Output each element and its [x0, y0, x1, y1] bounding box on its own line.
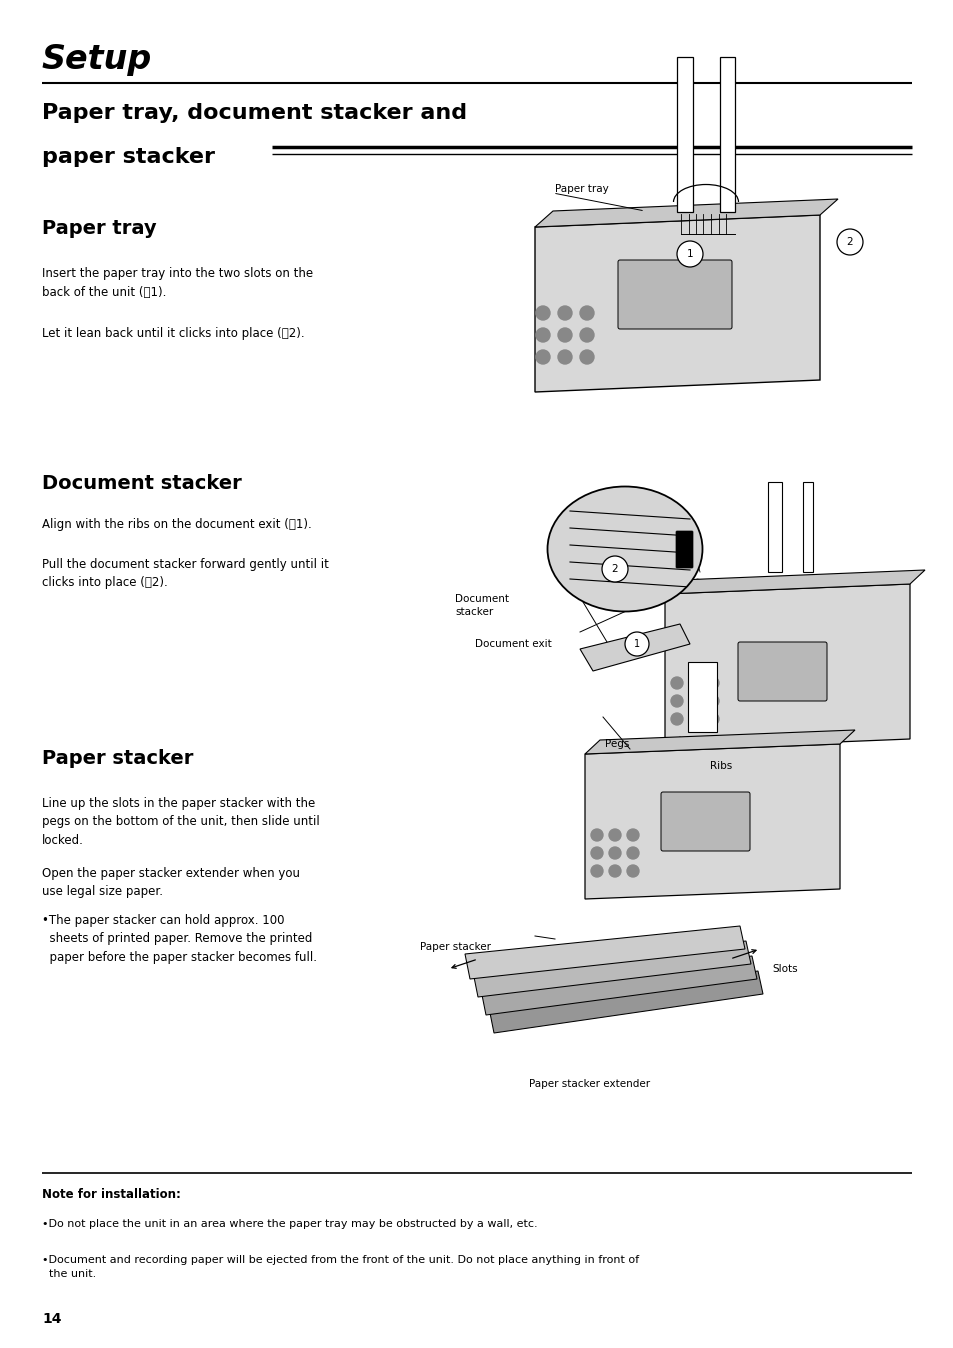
Circle shape — [706, 677, 719, 689]
Circle shape — [688, 696, 700, 706]
Polygon shape — [687, 662, 717, 732]
Text: Ribs: Ribs — [709, 762, 732, 771]
FancyBboxPatch shape — [676, 531, 692, 568]
FancyBboxPatch shape — [618, 260, 731, 329]
Circle shape — [558, 306, 572, 319]
Text: Note for installation:: Note for installation: — [42, 1188, 181, 1201]
Circle shape — [688, 677, 700, 689]
Text: Setup: Setup — [42, 43, 152, 75]
Circle shape — [670, 696, 682, 706]
Text: •Document and recording paper will be ejected from the front of the unit. Do not: •Document and recording paper will be ej… — [42, 1255, 639, 1279]
Polygon shape — [480, 956, 757, 1015]
Circle shape — [626, 865, 639, 878]
Text: paper stacker: paper stacker — [42, 147, 214, 167]
Circle shape — [579, 306, 594, 319]
Polygon shape — [720, 57, 734, 212]
Ellipse shape — [547, 487, 701, 612]
Text: 1: 1 — [634, 639, 639, 648]
FancyBboxPatch shape — [660, 793, 749, 851]
Circle shape — [558, 328, 572, 342]
Polygon shape — [535, 214, 820, 392]
Circle shape — [536, 350, 550, 364]
Text: Slots: Slots — [771, 964, 797, 975]
Circle shape — [706, 713, 719, 725]
Circle shape — [626, 847, 639, 859]
Text: Paper tray: Paper tray — [555, 183, 608, 194]
Polygon shape — [579, 624, 689, 671]
Circle shape — [608, 865, 620, 878]
Text: Document stacker: Document stacker — [42, 474, 241, 493]
Polygon shape — [767, 483, 781, 572]
Text: Line up the slots in the paper stacker with the
pegs on the bottom of the unit, : Line up the slots in the paper stacker w… — [42, 797, 319, 847]
Text: Document
stacker: Document stacker — [455, 594, 509, 617]
Circle shape — [670, 713, 682, 725]
Circle shape — [590, 847, 602, 859]
Text: 2: 2 — [611, 563, 618, 574]
Text: 14: 14 — [42, 1312, 61, 1326]
Polygon shape — [677, 57, 692, 212]
Circle shape — [608, 829, 620, 841]
Polygon shape — [473, 941, 750, 998]
Circle shape — [836, 229, 862, 255]
Text: 2: 2 — [846, 237, 852, 247]
Text: Let it lean back until it clicks into place (␲2).: Let it lean back until it clicks into pl… — [42, 328, 304, 340]
Text: Open the paper stacker extender when you
use legal size paper.: Open the paper stacker extender when you… — [42, 867, 299, 899]
Text: Paper stacker extender: Paper stacker extender — [529, 1078, 650, 1089]
Polygon shape — [584, 744, 840, 899]
Polygon shape — [535, 200, 837, 226]
Text: Pull the document stacker forward gently until it
clicks into place (␲2).: Pull the document stacker forward gently… — [42, 558, 329, 589]
Polygon shape — [664, 584, 909, 749]
Polygon shape — [664, 570, 924, 594]
Polygon shape — [584, 731, 854, 754]
Circle shape — [626, 829, 639, 841]
Circle shape — [536, 328, 550, 342]
Text: Document exit: Document exit — [475, 639, 551, 648]
Circle shape — [677, 241, 702, 267]
Circle shape — [670, 677, 682, 689]
Polygon shape — [802, 483, 812, 572]
Circle shape — [688, 713, 700, 725]
Circle shape — [608, 847, 620, 859]
Circle shape — [706, 696, 719, 706]
Circle shape — [601, 555, 627, 582]
Circle shape — [624, 632, 648, 656]
Text: 1: 1 — [686, 249, 693, 259]
Circle shape — [536, 306, 550, 319]
Text: Paper tray, document stacker and: Paper tray, document stacker and — [42, 102, 467, 123]
Circle shape — [590, 865, 602, 878]
Text: Insert the paper tray into the two slots on the
back of the unit (␱1).: Insert the paper tray into the two slots… — [42, 267, 313, 298]
Text: Align with the ribs on the document exit (␱1).: Align with the ribs on the document exit… — [42, 518, 312, 531]
Circle shape — [579, 328, 594, 342]
Text: Paper stacker: Paper stacker — [419, 942, 491, 952]
Polygon shape — [464, 926, 744, 979]
Text: Pegs: Pegs — [604, 739, 629, 749]
Text: Paper tray: Paper tray — [42, 218, 156, 239]
Text: •Do not place the unit in an area where the paper tray may be obstructed by a wa: •Do not place the unit in an area where … — [42, 1219, 537, 1229]
Polygon shape — [489, 971, 762, 1033]
Circle shape — [558, 350, 572, 364]
Text: Paper stacker: Paper stacker — [42, 749, 193, 768]
FancyBboxPatch shape — [738, 642, 826, 701]
Text: •The paper stacker can hold approx. 100
  sheets of printed paper. Remove the pr: •The paper stacker can hold approx. 100 … — [42, 914, 316, 964]
Circle shape — [590, 829, 602, 841]
Circle shape — [579, 350, 594, 364]
